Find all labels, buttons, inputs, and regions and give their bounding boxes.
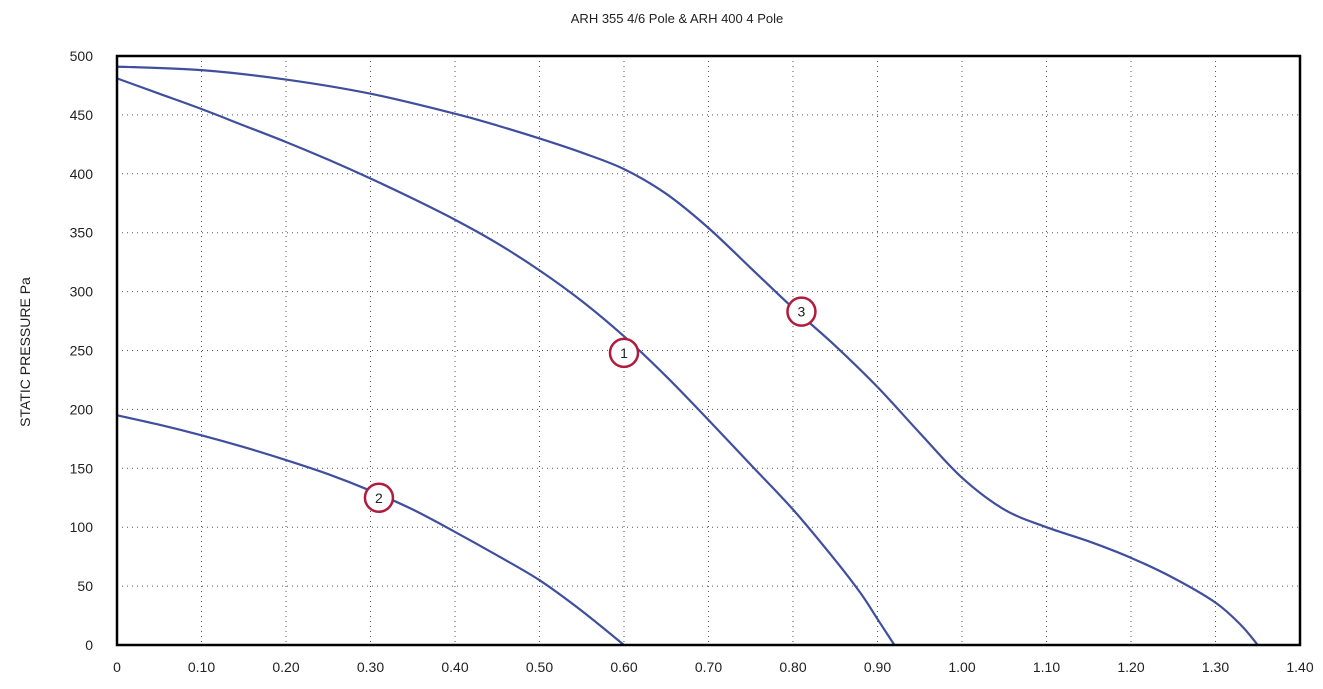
series-marker-label: 1 [620, 345, 628, 361]
y-axis-label: STATIC PRESSURE Pa [17, 277, 33, 427]
y-tick-label: 0 [85, 637, 93, 653]
y-tick-label: 250 [70, 343, 94, 359]
series-line-1 [116, 77, 896, 646]
y-tick-label: 350 [70, 225, 94, 241]
series-marker-label: 2 [375, 490, 383, 506]
series-marker-2: 2 [363, 482, 395, 513]
series-markers: 1 2 3 [363, 296, 817, 513]
y-tick-labels: 0 50 100 150 200 250 300 350 400 450 500 [70, 48, 94, 653]
y-tick-label: 150 [70, 460, 94, 476]
x-tick-label: 0.40 [441, 659, 468, 675]
y-tick-label: 400 [70, 166, 94, 182]
series-marker-circle [363, 482, 395, 513]
chart-title: ARH 355 4/6 Pole & ARH 400 4 Pole [571, 11, 783, 26]
x-tick-label: 0.90 [864, 659, 891, 675]
x-tick-label: 1.20 [1117, 659, 1144, 675]
x-tick-label: 0.10 [188, 659, 215, 675]
x-tick-label: 0.30 [357, 659, 384, 675]
x-tick-label: 0.60 [610, 659, 637, 675]
y-tick-label: 300 [70, 284, 94, 300]
y-tick-label: 450 [70, 107, 94, 123]
y-tick-label: 100 [70, 519, 94, 535]
x-tick-label: 1.30 [1202, 659, 1229, 675]
y-tick-label: 50 [77, 578, 93, 594]
x-tick-label: 1.40 [1286, 659, 1313, 675]
x-tick-labels: 0 0.10 0.20 0.30 0.40 0.50 0.60 0.70 0.80 0.90 1.0… [113, 659, 1314, 675]
x-tick-label: 0.50 [526, 659, 553, 675]
plot-frame [115, 54, 1302, 647]
series-lines [116, 65, 1259, 646]
x-tick-label: 0.70 [695, 659, 722, 675]
series-marker-3: 3 [786, 296, 817, 327]
y-tick-label: 500 [70, 48, 94, 64]
series-line-3 [116, 65, 1259, 646]
series-line-2 [116, 414, 625, 646]
x-tick-label: 1.00 [948, 659, 975, 675]
series-marker-1: 1 [608, 337, 640, 369]
series-marker-circle [786, 296, 817, 327]
y-tick-label: 200 [70, 401, 94, 417]
x-tick-label: 0.20 [272, 659, 299, 675]
series-marker-circle [608, 337, 640, 369]
x-tick-label: 1.10 [1033, 659, 1060, 675]
series-marker-label: 3 [798, 304, 806, 320]
grid-lines [117, 56, 1300, 645]
x-tick-label: 0 [113, 659, 121, 675]
x-tick-label: 0.80 [779, 659, 806, 675]
